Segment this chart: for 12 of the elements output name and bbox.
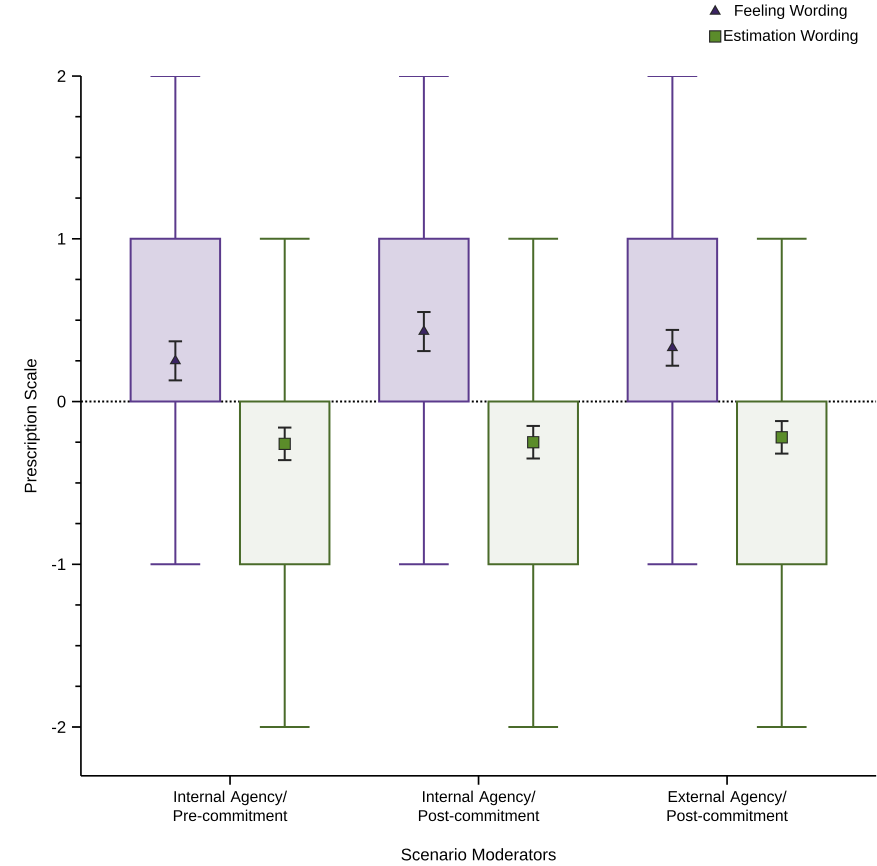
- legend-label: Estimation Wording: [724, 29, 858, 44]
- y-tick-label: 1: [58, 232, 66, 245]
- x-axis-title: Scenario Moderators: [401, 848, 556, 860]
- y-tick-label: -1: [52, 558, 66, 570]
- x-tick-label: Internal Agency/ Pre-commitment: [174, 790, 288, 822]
- y-tick-label: 0: [57, 396, 66, 408]
- y-tick-label: -2: [52, 721, 66, 733]
- y-axis-title: Prescription Scale: [24, 359, 40, 492]
- x-tick-label: External Agency/ Post-commitment: [667, 790, 788, 822]
- legend-label: Feeling Wording: [735, 4, 847, 20]
- y-tick-label: 2: [58, 70, 66, 82]
- x-tick-label: Internal Agency/ Post-commitment: [418, 790, 540, 822]
